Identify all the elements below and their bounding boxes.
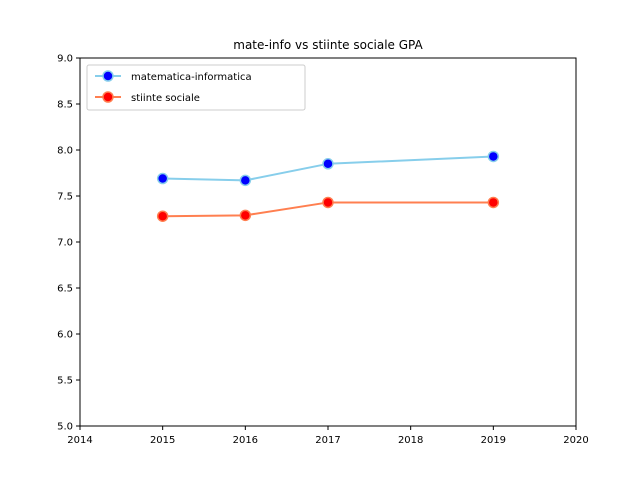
y-tick-label: 8.0 (57, 146, 73, 157)
data-point (322, 158, 334, 170)
legend-marker-0 (102, 70, 114, 82)
x-tick-label: 2020 (563, 435, 588, 446)
legend-label: matematica-informatica (131, 72, 252, 83)
chart-title: mate-info vs stiinte sociale GPA (233, 38, 423, 52)
y-tick-label: 7.5 (57, 192, 73, 203)
y-tick-label: 8.5 (57, 100, 73, 111)
y-tick-label: 6.5 (57, 284, 73, 295)
y-tick-label: 6.0 (57, 330, 73, 341)
data-point (239, 174, 252, 187)
y-tick-label: 7.0 (57, 238, 73, 249)
plot-area: 2014 2015 2016 2017 2018 2019 2020 5.0 5.5 6.0 6.5… (57, 54, 589, 447)
legend-marker-1 (102, 91, 114, 103)
legend-label: stiinte sociale (131, 93, 200, 104)
data-point (487, 196, 500, 209)
x-tick-label: 2019 (481, 435, 506, 446)
series-line-1 (162, 201, 494, 218)
data-point (156, 172, 169, 185)
data-point (487, 150, 500, 163)
y-tick-label: 5.0 (57, 422, 73, 433)
data-point (239, 209, 252, 222)
data-point (156, 210, 169, 222)
y-tick-label: 5.5 (57, 376, 73, 387)
y-tick-label: 9.0 (57, 54, 73, 65)
x-tick-label: 2015 (150, 435, 175, 446)
x-tick-label: 2017 (315, 435, 340, 446)
x-tick-label: 2016 (233, 435, 258, 446)
legend-box (86, 64, 306, 111)
data-point (322, 196, 334, 209)
x-tick-label: 2018 (398, 435, 423, 446)
x-tick-label: 2014 (67, 435, 92, 446)
series-line-0 (162, 155, 494, 182)
